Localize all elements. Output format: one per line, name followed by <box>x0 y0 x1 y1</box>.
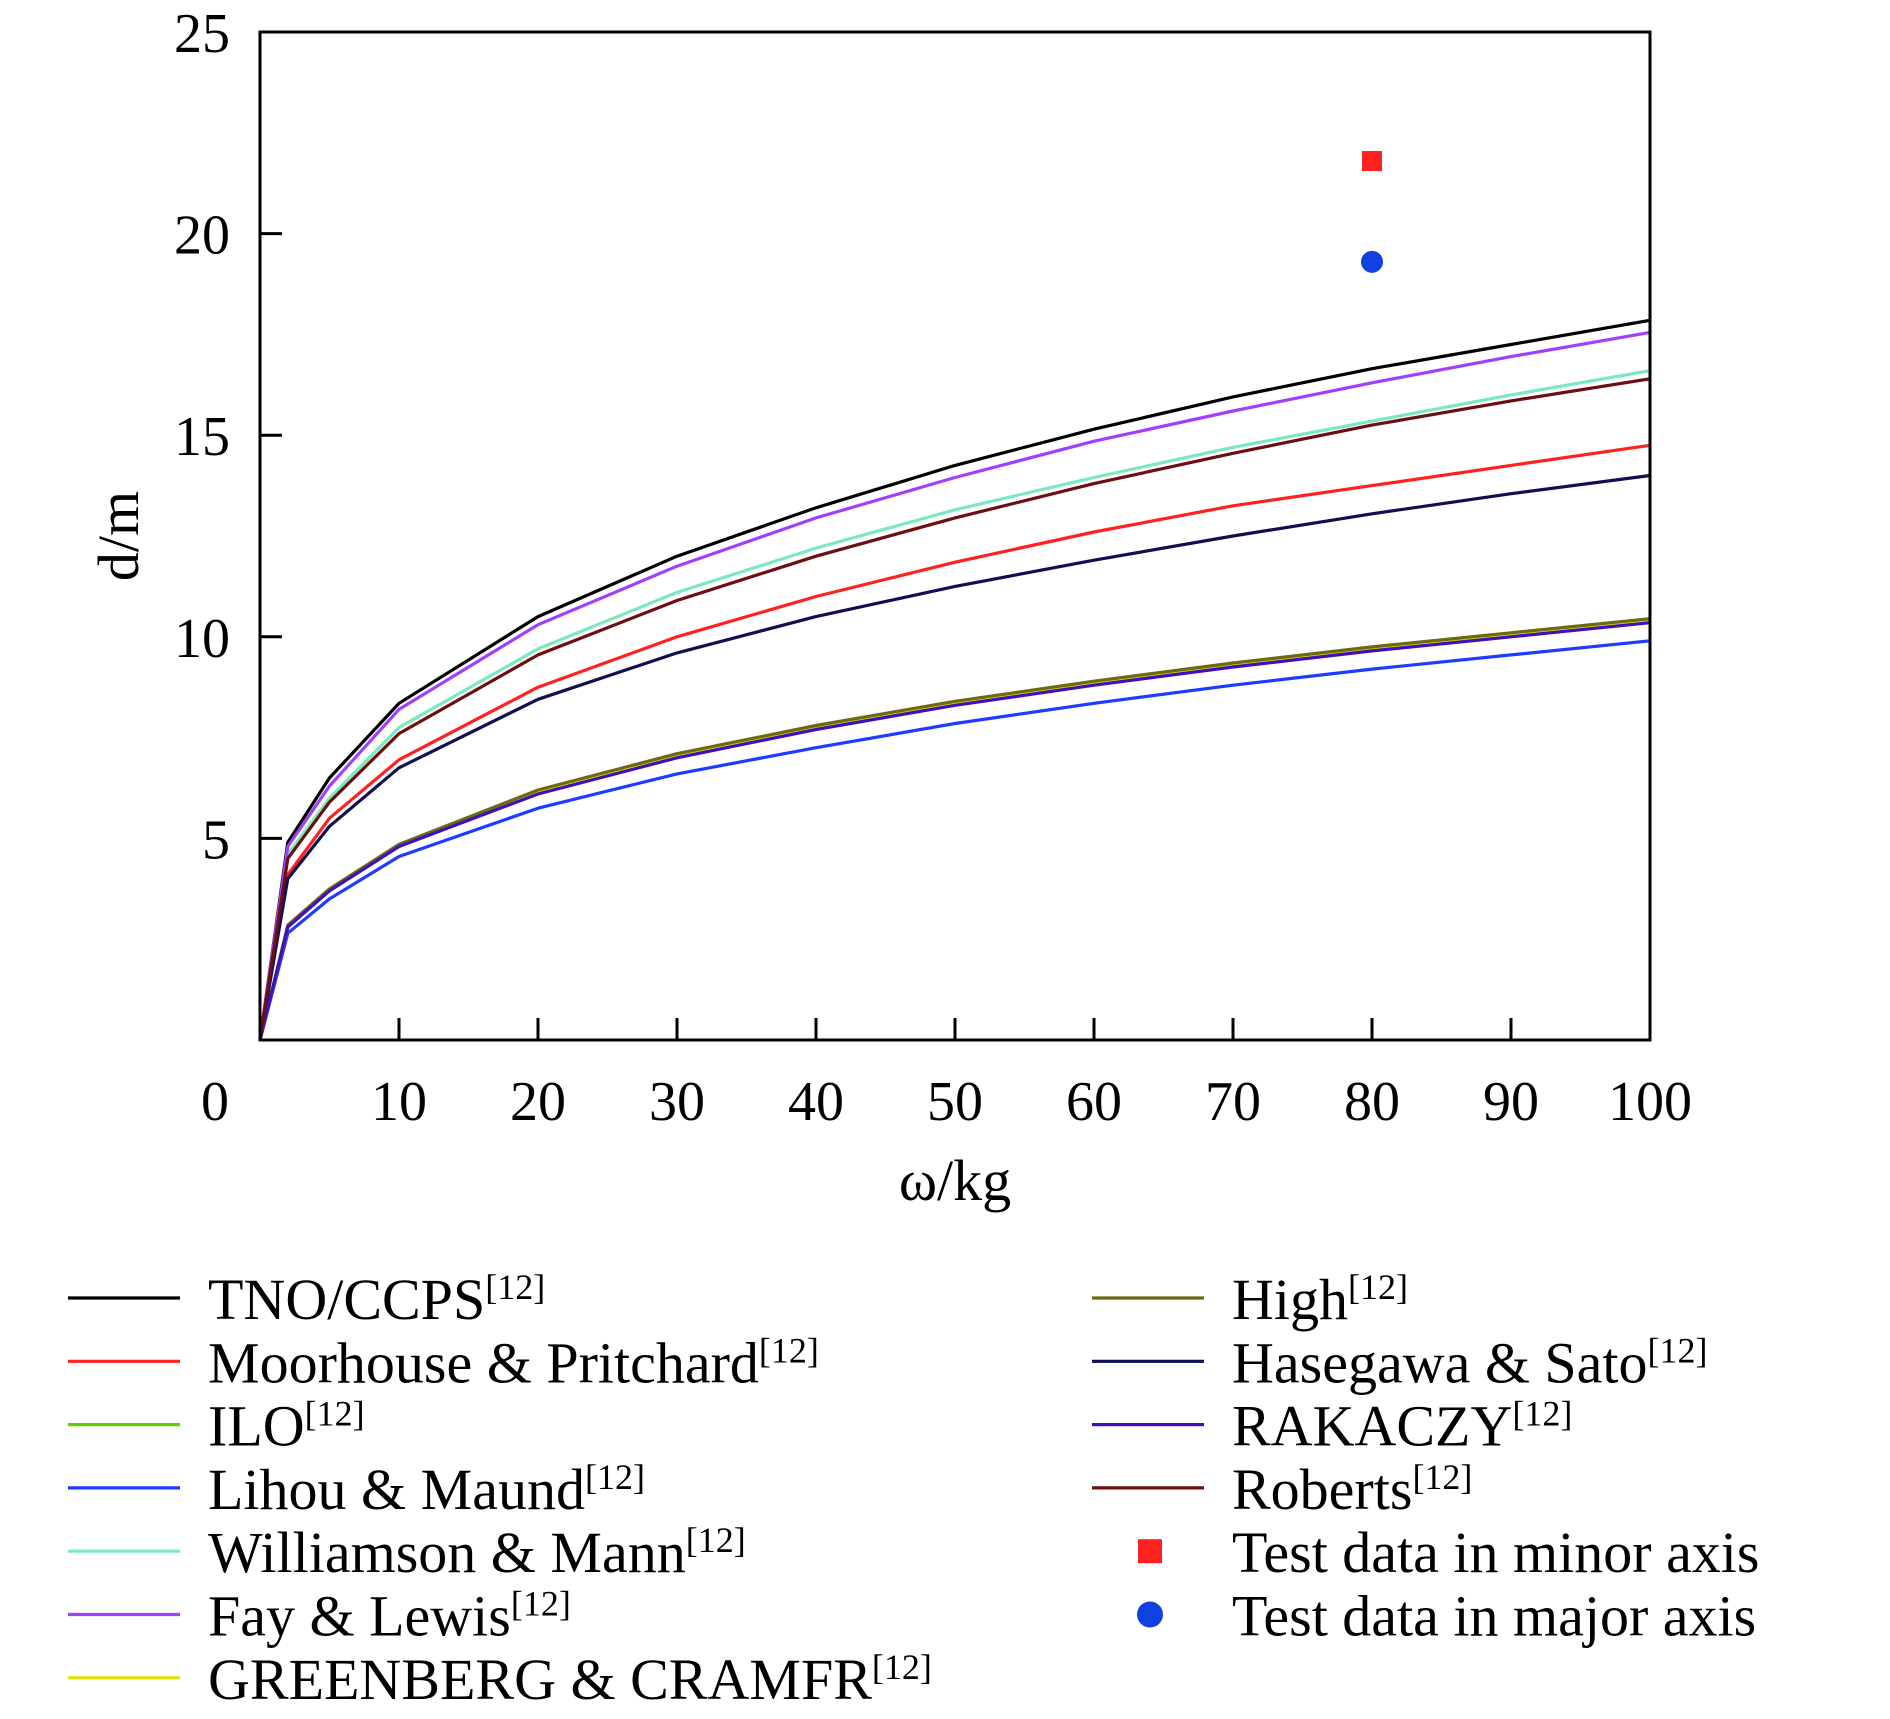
x-axis-ticks: 0 10 20 30 40 50 60 70 80 90 100 <box>201 1018 1692 1133</box>
x-axis-label-text: ω/kg <box>899 1148 1011 1213</box>
legend-item-test-data-in-major-axis: Test data in major axis <box>1137 1584 1756 1649</box>
legend: TNO/CCPS[12]Moorhouse & Pritchard[12]ILO… <box>68 1267 1760 1712</box>
legend-reference: [12] <box>585 1457 645 1497</box>
legend-item-test-data-in-minor-axis: Test data in minor axis <box>1138 1520 1760 1585</box>
data-point-test-data-in-minor-axis <box>1362 151 1382 172</box>
y-tick-label: 15 <box>174 406 230 468</box>
plot-points <box>1361 151 1383 273</box>
y-tick-label: 5 <box>202 809 230 871</box>
legend-label: ILO[12] <box>208 1394 365 1459</box>
x-tick-label: 70 <box>1205 1071 1261 1133</box>
series-line-tno-ccps <box>258 318 1651 1041</box>
legend-item-fay-lewis: Fay & Lewis[12] <box>68 1584 571 1649</box>
series-line-fay-lewis <box>258 330 1651 1041</box>
legend-reference: [12] <box>1648 1330 1708 1370</box>
legend-label: Williamson & Mann[12] <box>208 1520 746 1585</box>
legend-reference: [12] <box>872 1647 932 1687</box>
y-tick-label: 20 <box>174 205 230 267</box>
series-line-rakaczy <box>258 621 1651 1041</box>
legend-item-greenberg-cramfr: GREENBERG & CRAMFR[12] <box>68 1647 932 1712</box>
legend-item-hasegawa-sato: Hasegawa & Sato[12] <box>1092 1330 1708 1395</box>
legend-item-tno-ccps: TNO/CCPS[12] <box>68 1267 545 1332</box>
legend-reference: [12] <box>686 1520 746 1560</box>
legend-label: Moorhouse & Pritchard[12] <box>208 1330 819 1395</box>
y-axis-ticks: 5 10 15 20 25 <box>174 3 282 871</box>
x-tick-label: 90 <box>1483 1071 1539 1133</box>
legend-item-high: High[12] <box>1092 1267 1408 1332</box>
legend-label: Lihou & Maund[12] <box>208 1457 645 1522</box>
legend-label: Test data in major axis <box>1232 1584 1756 1649</box>
legend-reference: [12] <box>759 1330 819 1370</box>
legend-swatch <box>1138 1539 1162 1564</box>
x-tick-label: 60 <box>1066 1071 1122 1133</box>
legend-reference: [12] <box>1412 1457 1472 1497</box>
y-axis-label: d/m <box>86 491 151 581</box>
x-tick-label: 100 <box>1608 1071 1692 1133</box>
legend-item-rakaczy: RAKACZY[12] <box>1092 1394 1572 1459</box>
x-tick-label: 30 <box>649 1071 705 1133</box>
x-tick-label: 0 <box>201 1071 229 1133</box>
legend-item-williamson-mann: Williamson & Mann[12] <box>68 1520 746 1585</box>
x-tick-label: 50 <box>927 1071 983 1133</box>
series-line-greenberg-cramfr <box>258 619 1651 1041</box>
x-tick-label: 10 <box>371 1071 427 1133</box>
y-tick-label: 10 <box>174 608 230 670</box>
x-tick-label: 20 <box>510 1071 566 1133</box>
y-axis-label-text: d/m <box>86 491 151 581</box>
legend-item-lihou-maund: Lihou & Maund[12] <box>68 1457 645 1522</box>
legend-label: Hasegawa & Sato[12] <box>1232 1330 1708 1395</box>
legend-label: Fay & Lewis[12] <box>208 1584 571 1649</box>
legend-label: High[12] <box>1232 1267 1408 1332</box>
legend-reference: [12] <box>485 1267 545 1307</box>
legend-reference: [12] <box>511 1584 571 1624</box>
x-tick-label: 40 <box>788 1071 844 1133</box>
series-line-ilo <box>258 619 1651 1041</box>
legend-label: GREENBERG & CRAMFR[12] <box>208 1647 932 1712</box>
series-line-high <box>258 617 1651 1041</box>
plot-lines <box>258 318 1651 1041</box>
legend-label: TNO/CCPS[12] <box>208 1267 545 1332</box>
legend-reference: [12] <box>1512 1394 1572 1434</box>
legend-item-moorhouse-pritchard: Moorhouse & Pritchard[12] <box>68 1330 819 1395</box>
legend-reference: [12] <box>1348 1267 1408 1307</box>
legend-label: Roberts[12] <box>1232 1457 1472 1522</box>
data-point-test-data-in-major-axis <box>1361 250 1383 273</box>
legend-reference: [12] <box>305 1394 365 1434</box>
legend-label: Test data in minor axis <box>1232 1520 1760 1585</box>
series-line-roberts <box>258 377 1651 1041</box>
x-tick-label: 80 <box>1344 1071 1400 1133</box>
legend-item-ilo: ILO[12] <box>68 1394 365 1459</box>
y-tick-label: 25 <box>174 3 230 65</box>
series-line-lihou-maund <box>258 639 1651 1041</box>
series-line-hasegawa-sato <box>258 473 1651 1041</box>
legend-label: RAKACZY[12] <box>1232 1394 1572 1459</box>
series-line-williamson-mann <box>258 369 1651 1041</box>
legend-item-roberts: Roberts[12] <box>1092 1457 1472 1522</box>
series-line-moorhouse-pritchard <box>258 443 1651 1041</box>
x-axis-label: ω/kg <box>899 1148 1011 1213</box>
plot-frame <box>258 30 1652 1042</box>
legend-swatch <box>1137 1601 1163 1628</box>
